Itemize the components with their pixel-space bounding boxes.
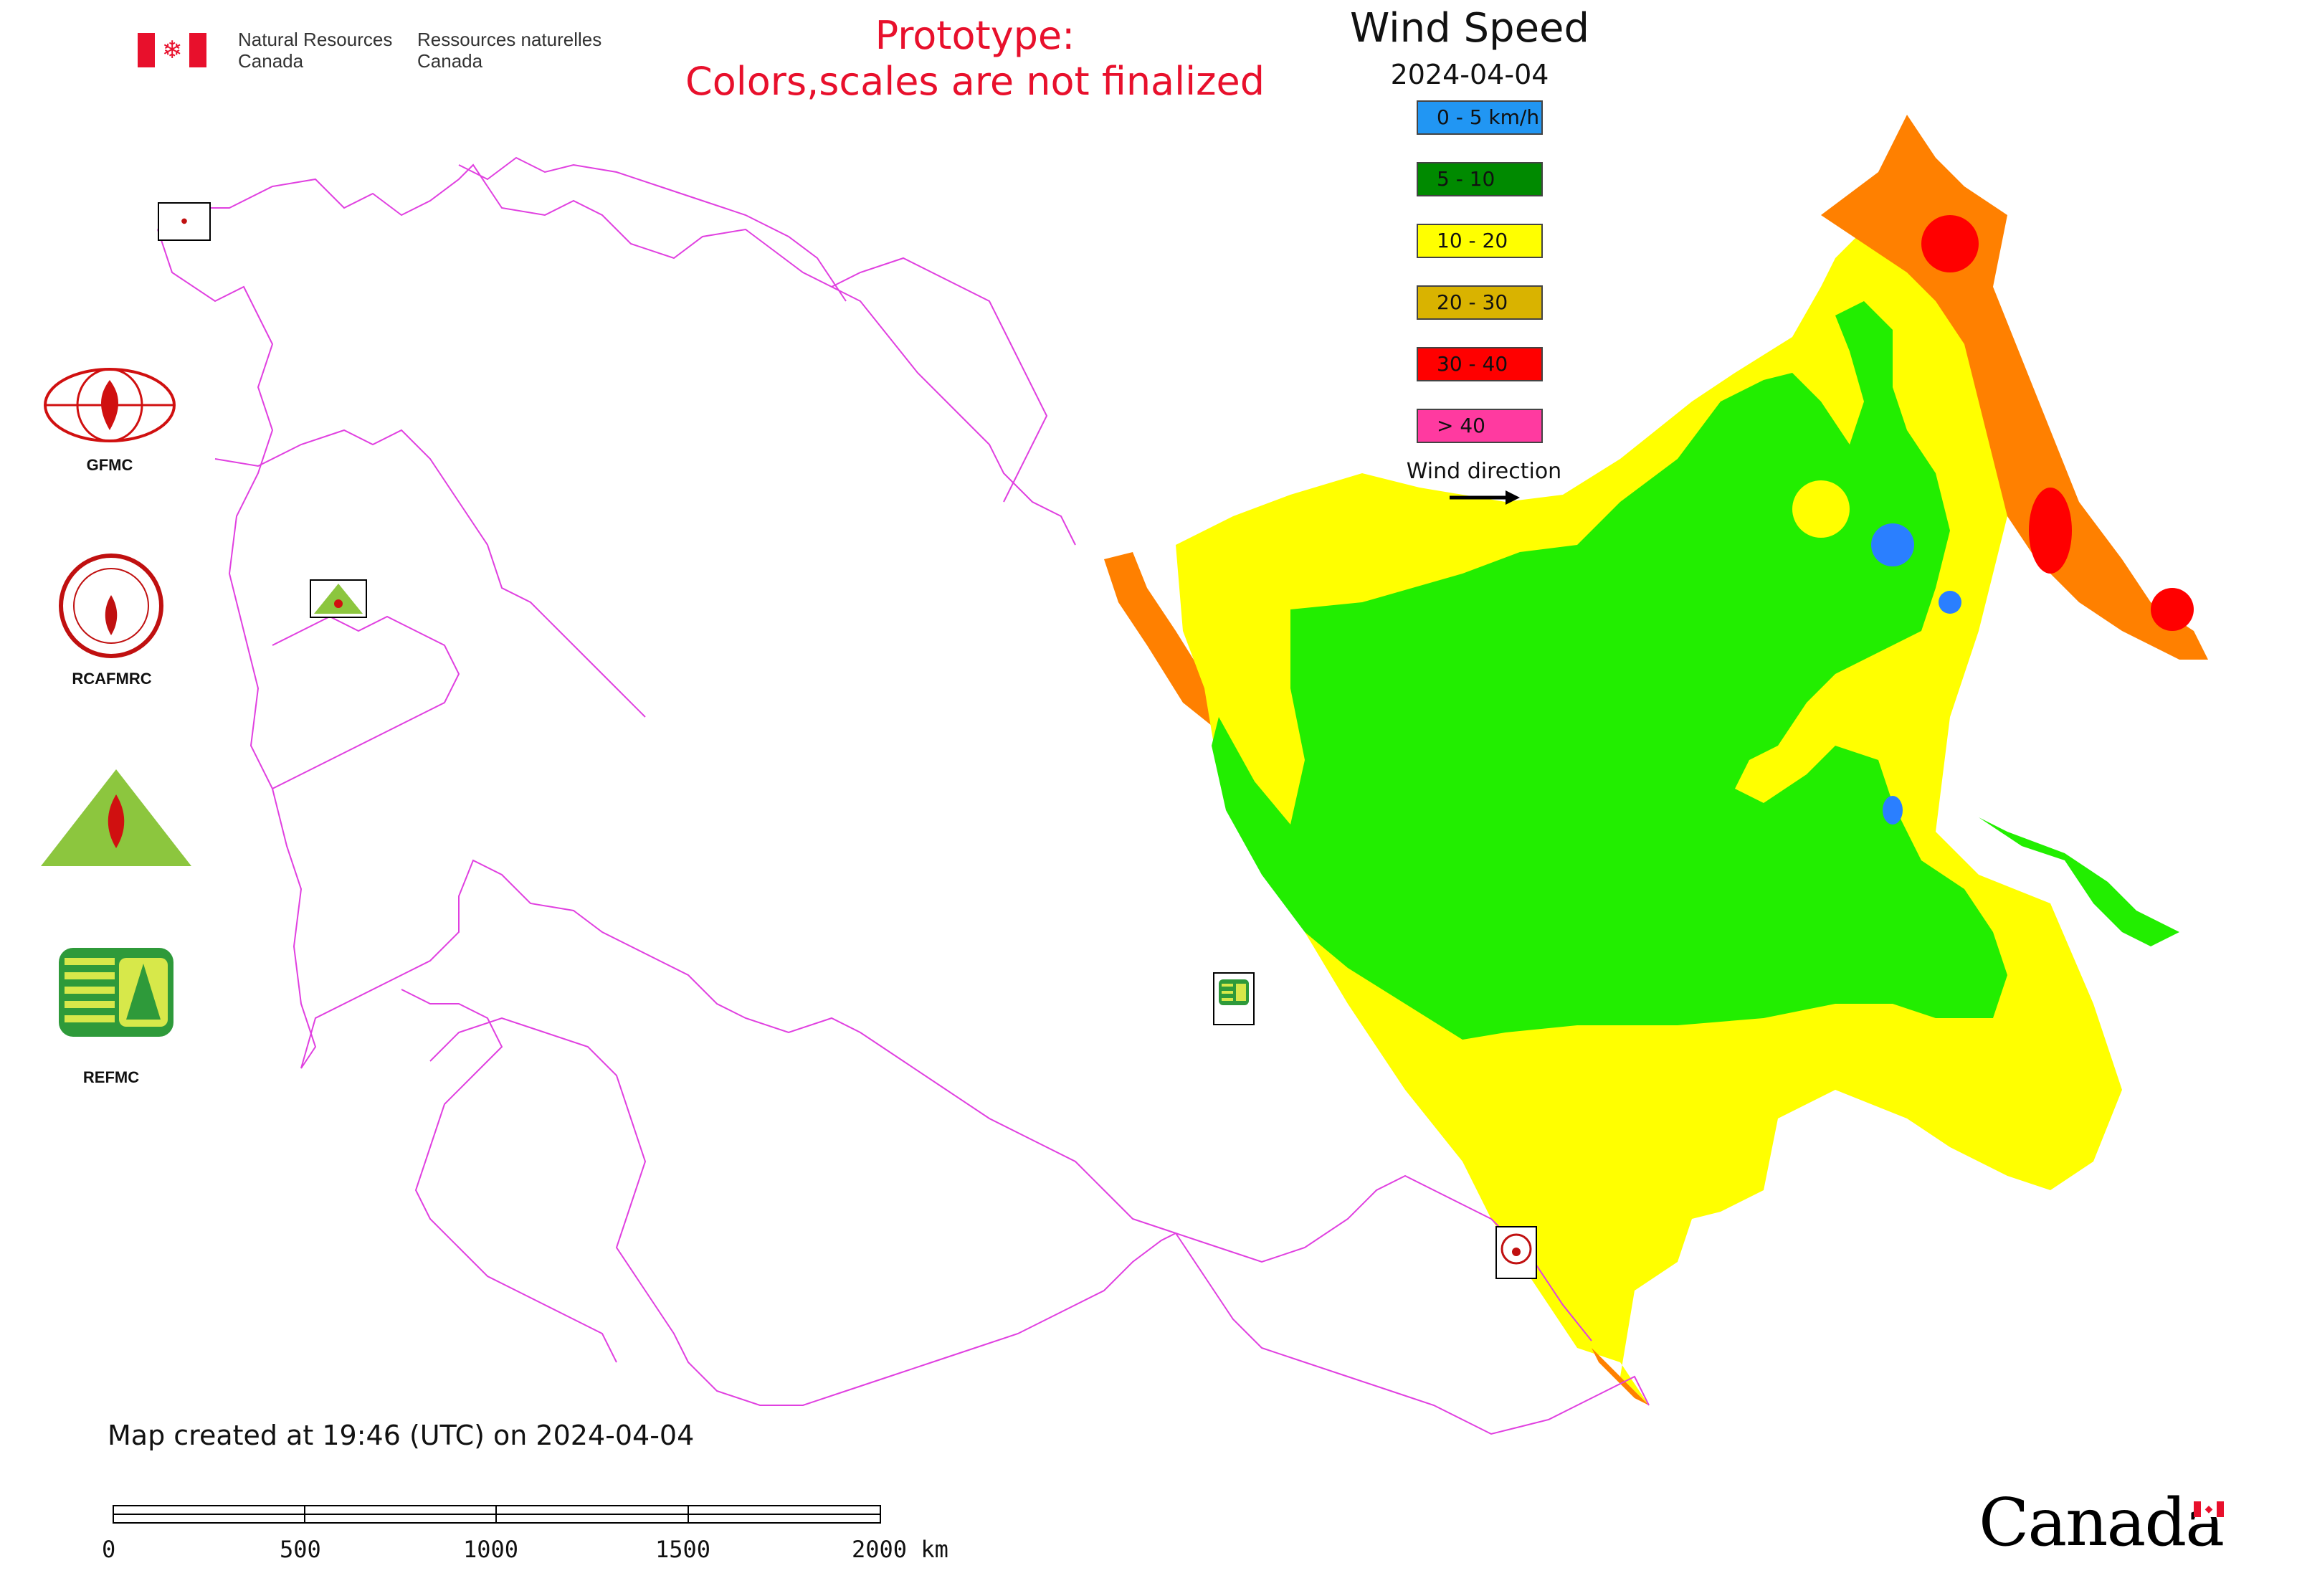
wind-direction-label: Wind direction <box>1406 459 1562 484</box>
legend-class-30-40: 30 - 40 <box>1417 347 1543 381</box>
legend-date: 2024-04-04 <box>1390 59 1549 90</box>
refmc-logo-icon <box>59 948 173 1037</box>
legend-class-20-30: 20 - 30 <box>1417 285 1543 320</box>
zone-blue-2 <box>1939 591 1961 614</box>
rcafmrc-logo-icon <box>57 552 165 660</box>
agency-name-fr: Ressources naturelles Canada <box>417 29 601 72</box>
wind-speed-field <box>1104 115 2208 1405</box>
zone-green-east <box>1979 817 2179 946</box>
prototype-notice-line2: Colors,scales are not finalized <box>685 59 1265 104</box>
zone-red-3 <box>2151 588 2194 631</box>
gfmc-label: GFMC <box>86 456 133 474</box>
scale-tick-0: 0 <box>102 1536 116 1563</box>
refmc-label: REFMC <box>82 1068 140 1086</box>
legend-class-5-10: 5 - 10 <box>1417 162 1543 196</box>
zone-red-1 <box>1921 215 1979 272</box>
agency-en-line2: Canada <box>238 50 304 72</box>
agency-fr-line2: Canada <box>417 50 483 72</box>
canada-flag-icon: ❄ <box>138 33 206 67</box>
prototype-notice-line1: Prototype: <box>875 13 1075 58</box>
agency-en-line1: Natural Resources <box>238 29 393 50</box>
reefmc-logo-icon <box>37 766 195 873</box>
gfmc-marker-icon: ● <box>158 202 211 241</box>
canada-wordmark-flag-icon: ◆ <box>2194 1501 2224 1517</box>
gfmc-logo-icon <box>42 366 178 445</box>
legend-class-0-5: 0 - 5 km/h <box>1417 100 1543 135</box>
scale-bar <box>113 1505 881 1524</box>
scale-tick-1500: 1500 <box>655 1536 711 1563</box>
zone-orange-south <box>1592 1348 1649 1405</box>
rcafmrc-label: RCAFMRC <box>72 670 152 688</box>
zone-orange-northeast <box>1821 115 2208 660</box>
agency-name-en: Natural Resources Canada <box>238 29 392 72</box>
agency-fr-line1: Ressources naturelles <box>417 29 602 50</box>
map-created-timestamp: Map created at 19:46 (UTC) on 2024-04-04 <box>108 1420 695 1451</box>
legend-class-over-40: > 40 <box>1417 409 1543 443</box>
rcafmrc-marker-icon <box>1495 1226 1537 1279</box>
refmc-marker-icon <box>1213 972 1255 1025</box>
prototype-notice: Prototype: Colors,scales are not finaliz… <box>645 13 1305 105</box>
scale-tick-1000: 1000 <box>463 1536 519 1563</box>
zone-blue-3 <box>1883 796 1903 825</box>
scale-tick-500: 500 <box>280 1536 321 1563</box>
admin-boundaries <box>157 156 1650 1435</box>
zone-blue-1 <box>1871 523 1914 566</box>
zone-yellow-spot <box>1792 480 1850 538</box>
legend-class-10-20: 10 - 20 <box>1417 224 1543 258</box>
legend-title: Wind Speed <box>1349 5 1590 52</box>
scale-tick-2000: 2000 km <box>852 1536 948 1563</box>
wind-direction-arrow-icon <box>1450 490 1520 505</box>
zone-orange-west <box>1104 552 1219 731</box>
canada-wordmark: Canada <box>1979 1484 2225 1561</box>
zone-red-2 <box>2029 488 2072 574</box>
reefmc-marker-icon <box>310 579 367 618</box>
